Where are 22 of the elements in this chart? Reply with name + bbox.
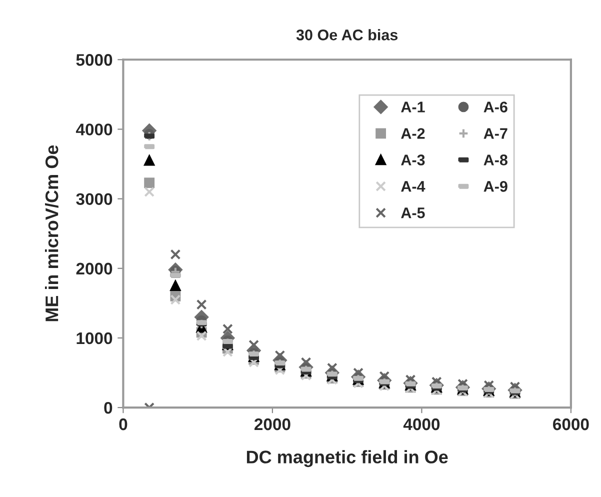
x-tick-label: 2000 bbox=[254, 418, 290, 430]
y-tick-label: 5000 bbox=[76, 54, 112, 66]
x-tick-label: 4000 bbox=[403, 418, 440, 430]
y-tick-label: 1000 bbox=[76, 332, 112, 344]
legend-label: A-3 bbox=[401, 154, 425, 166]
x-axis-title: DC magnetic field in Oe bbox=[246, 450, 448, 468]
y-tick-label: 4000 bbox=[76, 124, 112, 136]
x-tick-label: 0 bbox=[119, 418, 128, 430]
legend-label: A-7 bbox=[484, 128, 508, 139]
y-tick-label: 0 bbox=[104, 402, 112, 414]
legend-label: A-5 bbox=[401, 208, 425, 218]
x-tick-label: 6000 bbox=[553, 418, 589, 430]
legend-label: A-4 bbox=[401, 181, 426, 192]
chart-title: 30 Oe AC bias bbox=[296, 29, 398, 40]
legend-label: A-6 bbox=[484, 102, 508, 112]
y-axis-title: ME in microV/Cm Oe bbox=[44, 145, 58, 322]
y-tick-label: 2000 bbox=[76, 262, 112, 275]
legend-label: A-1 bbox=[401, 102, 425, 112]
legend-label: A-2 bbox=[401, 128, 425, 139]
legend-label: A-8 bbox=[484, 154, 508, 166]
y-tick-label: 3000 bbox=[76, 193, 112, 206]
legend-label: A-9 bbox=[484, 181, 508, 192]
